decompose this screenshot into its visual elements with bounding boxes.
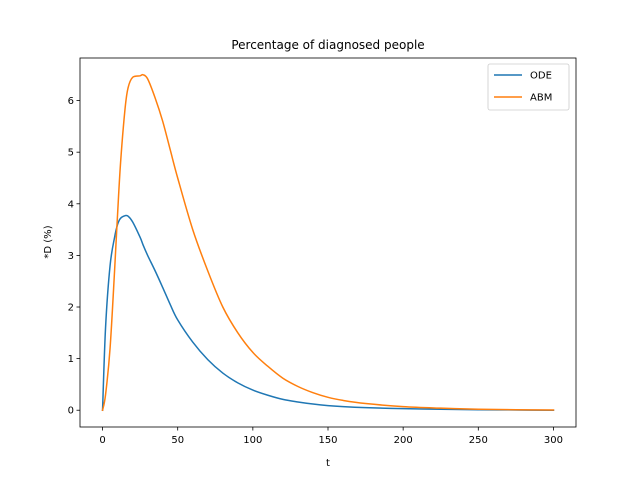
y-tick-label: 0 — [68, 406, 74, 417]
x-tick-label: 0 — [99, 435, 105, 446]
y-axis-label: *D (%) — [43, 225, 54, 258]
x-axis-label: t — [326, 458, 330, 469]
x-tick-label: 50 — [171, 435, 184, 446]
chart-title: Percentage of diagnosed people — [231, 38, 424, 52]
legend-label-ode: ODE — [530, 71, 552, 82]
x-tick-label: 250 — [469, 435, 488, 446]
y-tick-label: 6 — [68, 96, 74, 107]
y-tick-label: 3 — [68, 251, 74, 262]
x-tick-label: 200 — [394, 435, 413, 446]
y-tick-label: 4 — [68, 199, 74, 210]
x-tick-label: 300 — [544, 435, 563, 446]
x-tick-label: 150 — [318, 435, 337, 446]
series-line-abm — [101, 73, 555, 412]
series-line-ode — [101, 214, 555, 412]
y-tick-label: 5 — [68, 148, 74, 159]
legend-box — [487, 63, 570, 111]
x-tick-label: 100 — [243, 435, 262, 446]
legend-label-abm: ABM — [530, 93, 552, 104]
y-tick-label: 2 — [68, 303, 74, 314]
y-tick-label: 1 — [68, 354, 74, 365]
